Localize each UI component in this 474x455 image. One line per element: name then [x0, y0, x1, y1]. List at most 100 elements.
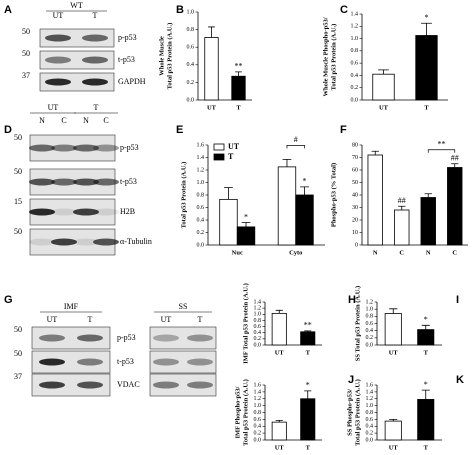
group-label: WT [70, 1, 83, 10]
mw-label: 50 [14, 349, 22, 358]
group-label: UT [48, 103, 59, 112]
y-tick-label: 0.2 [197, 230, 205, 236]
y-tick-label: 70 [352, 155, 358, 161]
y-tick-label: 40 [352, 192, 358, 198]
group-label: IMF [64, 302, 79, 311]
y-axis-label: IMF Phospho-p53/ [234, 386, 241, 438]
bar [447, 167, 463, 246]
x-tick-label: T [424, 104, 429, 111]
bar [204, 37, 219, 101]
blot-row-label: t-p53 [118, 55, 135, 64]
blot-band [82, 34, 108, 42]
x-tick-label: UT [275, 349, 285, 356]
y-axis-label: Total p53 Protein (A.U.) [330, 24, 337, 91]
bar [384, 313, 402, 346]
significance-label: ** [235, 62, 243, 71]
bar [372, 73, 395, 101]
x-tick-label: UT [379, 104, 389, 111]
y-tick-label: 0.2 [366, 431, 374, 437]
y-tick-label: 1.4 [366, 389, 374, 395]
y-tick-label: 30 [352, 205, 358, 211]
error-bar [241, 222, 251, 227]
mw-label: 50 [22, 27, 30, 36]
error-bar [421, 389, 430, 400]
panel-letter: K [456, 374, 464, 386]
blot-band [77, 381, 103, 389]
blot-band [29, 144, 55, 152]
lane-label: N [39, 116, 45, 125]
y-tick-label: 1.4 [254, 389, 262, 395]
blot-row-label: GAPDH [118, 77, 146, 86]
y-tick-label: 1.2 [254, 396, 262, 402]
y-tick-label: 0.2 [187, 80, 195, 86]
y-tick-label: 0.8 [254, 410, 262, 416]
panel-letter: J [348, 374, 354, 386]
blot-strip [39, 28, 115, 48]
y-tick-label: 1.2 [366, 299, 374, 305]
error-bar [304, 390, 312, 399]
y-tick-label: 0.2 [254, 336, 262, 342]
blot-row-label: α-Tubulin [120, 237, 152, 246]
y-tick-label: 1.4 [351, 11, 359, 17]
y-tick-label: 0.6 [351, 61, 359, 67]
y-tick-label: 0.0 [254, 342, 262, 348]
y-axis-label: Total p53 Protein (A.U.) [354, 379, 361, 446]
y-tick-label: 1.0 [366, 403, 374, 409]
y-tick-label: 0.6 [366, 321, 374, 327]
y-tick-label: 0.4 [187, 62, 195, 68]
error-bar [398, 205, 406, 210]
bar [394, 209, 410, 246]
error-bar [389, 308, 398, 314]
lane-label: C [61, 116, 66, 125]
blot-band [45, 78, 71, 86]
y-tick-label: 0.8 [351, 48, 359, 54]
blot-row-label: t-p53 [117, 357, 134, 366]
bar [300, 331, 316, 346]
y-tick-label: 1.0 [254, 312, 262, 318]
blot-strip [31, 373, 111, 397]
legend-label: T [228, 152, 234, 161]
blot-band [82, 56, 108, 64]
significance-label: ** [304, 321, 312, 330]
bracket-label: ** [438, 140, 446, 149]
y-tick-label: 1.2 [197, 167, 205, 173]
y-tick-label: 0.6 [254, 417, 262, 423]
y-tick-label: 1.2 [254, 306, 262, 312]
x-tick-label: N [426, 249, 431, 256]
mw-label: 37 [14, 372, 22, 381]
error-bar [421, 324, 430, 330]
blot-strip [31, 326, 111, 350]
bar [271, 421, 287, 441]
bar [231, 75, 246, 101]
significance-label: * [425, 13, 429, 22]
blot-strip [149, 373, 217, 397]
x-tick-label: N [373, 249, 378, 256]
x-tick-label: UT [389, 349, 399, 356]
y-axis-label: Total p53 Protein (A.U.) [180, 162, 187, 229]
y-tick-label: 0.6 [366, 417, 374, 423]
y-tick-label: 1.6 [197, 142, 205, 148]
y-tick-label: 0.8 [197, 192, 205, 198]
y-tick-label: 0.4 [254, 330, 262, 336]
y-axis-label: SS Phospho-p53/ [346, 389, 353, 436]
y-tick-label: 0.6 [254, 324, 262, 330]
y-tick-label: 0.4 [197, 217, 205, 223]
blot-band [73, 144, 99, 152]
y-tick-label: 0.0 [197, 242, 205, 248]
y-tick-label: 1.0 [366, 307, 374, 313]
y-axis-label: Whole Muscle [158, 36, 165, 76]
bar [417, 399, 435, 441]
blot-band [29, 208, 55, 216]
y-axis-label: Phospho-p53 (% Total) [330, 163, 337, 227]
y-tick-label: 0.6 [187, 45, 195, 51]
error-bar [235, 71, 242, 77]
error-bar [275, 420, 283, 423]
blot-row-label: H2B [120, 207, 135, 216]
x-tick-label: UT [275, 444, 285, 451]
x-tick-label: T [306, 349, 311, 356]
significance-label: ## [398, 196, 406, 205]
y-tick-label: 1.0 [197, 180, 205, 186]
legend-label: UT [228, 142, 240, 151]
y-tick-label: 0.0 [254, 437, 262, 443]
